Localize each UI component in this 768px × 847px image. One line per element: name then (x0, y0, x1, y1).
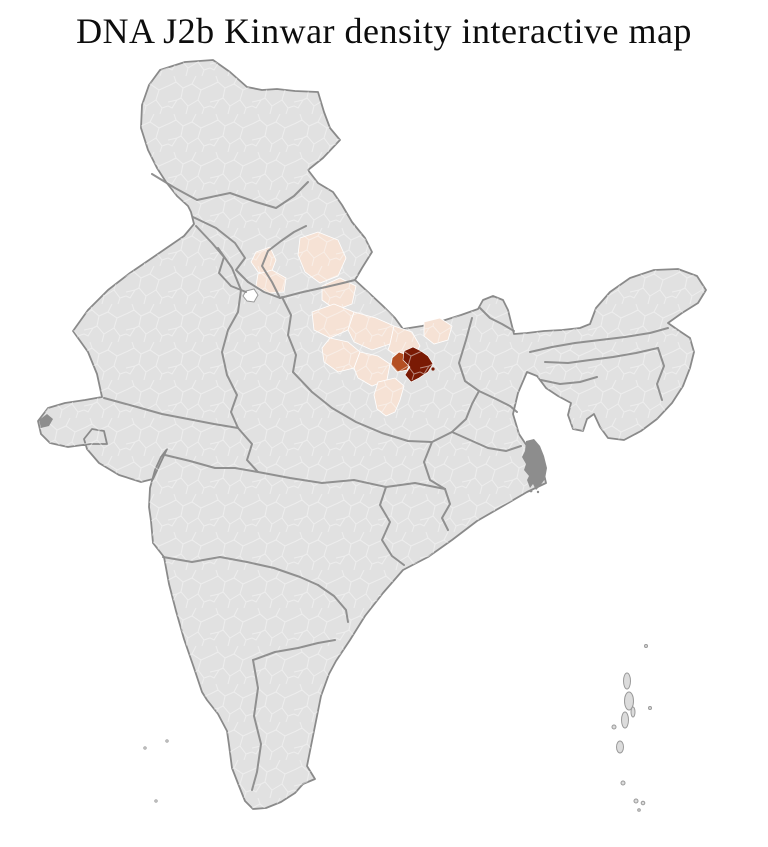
andaman-nicobar-islands[interactable] (611, 644, 652, 812)
district-borders-mesh (38, 60, 706, 809)
rann-marsh-shading (39, 414, 53, 428)
page-title: DNA J2b Kinwar density interactive map (76, 11, 692, 51)
lakshadweep-islands[interactable] (143, 739, 169, 803)
state-borders (103, 173, 669, 791)
delta-islet (536, 490, 540, 494)
delta-islet (529, 489, 533, 493)
sundarbans-delta-shading (522, 439, 547, 490)
